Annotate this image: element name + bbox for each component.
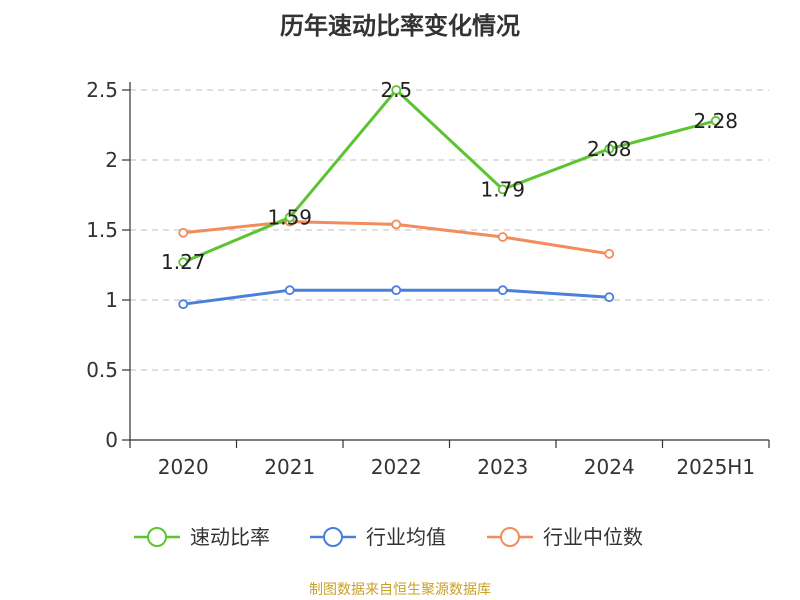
series-line — [182, 88, 717, 264]
legend-marker — [500, 527, 520, 547]
x-tick-label: 2023 — [477, 455, 528, 479]
source-note: 制图数据来自恒生聚源数据库 — [309, 582, 491, 598]
x-tick-label: 2021 — [264, 455, 315, 479]
data-point[interactable] — [604, 292, 615, 303]
y-tick-label: 2.5 — [86, 78, 118, 102]
y-tick-label: 1.5 — [86, 218, 118, 242]
legend-label: 行业中位数 — [543, 525, 643, 549]
legend-item[interactable]: 速动比率 — [134, 525, 270, 549]
y-tick-label: 1 — [105, 288, 118, 312]
legend-marker — [147, 527, 167, 547]
data-point[interactable] — [284, 212, 295, 223]
data-label: 1.27 — [161, 250, 206, 274]
legend-label: 速动比率 — [190, 525, 270, 549]
data-point[interactable] — [178, 227, 189, 238]
data-point[interactable] — [604, 143, 615, 154]
x-tick-label: 2020 — [158, 455, 209, 479]
x-tick-label: 2022 — [371, 455, 422, 479]
x-tick-label: 2024 — [584, 455, 635, 479]
data-point[interactable] — [178, 257, 189, 268]
data-label: 2.28 — [693, 109, 738, 133]
data-point[interactable] — [284, 285, 295, 296]
data-point[interactable] — [604, 248, 615, 259]
data-label: 2.5 — [380, 78, 412, 102]
data-point[interactable] — [497, 232, 508, 242]
data-labels: 1.27 1.59 2.5 1.79 2.08 2.28 — [161, 78, 738, 274]
data-label: 2.08 — [587, 137, 632, 161]
legend-item[interactable]: 行业中位数 — [487, 525, 643, 549]
x-tick-label: 2025H1 — [676, 455, 755, 479]
y-tick-label: 2 — [105, 148, 118, 172]
axes: 0 0.5 1 1.5 2 2.5 2020 2021 2022 2023 2024 2025H1 — [86, 78, 770, 479]
legend-marker — [323, 527, 343, 547]
legend[interactable]: 速动比率 行业均值 行业中位数 — [134, 525, 643, 549]
y-tick-label: 0 — [105, 428, 118, 452]
data-point[interactable] — [497, 184, 508, 195]
data-label: 1.79 — [480, 177, 525, 201]
data-label: 1.59 — [267, 205, 312, 229]
data-point[interactable] — [391, 285, 402, 296]
chart-title: 历年速动比率变化情况 — [280, 12, 520, 40]
data-point[interactable] — [710, 115, 721, 126]
series-lines — [178, 85, 721, 310]
legend-item[interactable]: 行业均值 — [310, 525, 446, 549]
data-point[interactable] — [178, 299, 189, 310]
legend-label: 行业均值 — [366, 525, 446, 549]
data-point[interactable] — [497, 285, 508, 296]
data-point[interactable] — [391, 85, 402, 95]
y-tick-label: 0.5 — [86, 358, 118, 382]
data-point[interactable] — [391, 219, 402, 230]
